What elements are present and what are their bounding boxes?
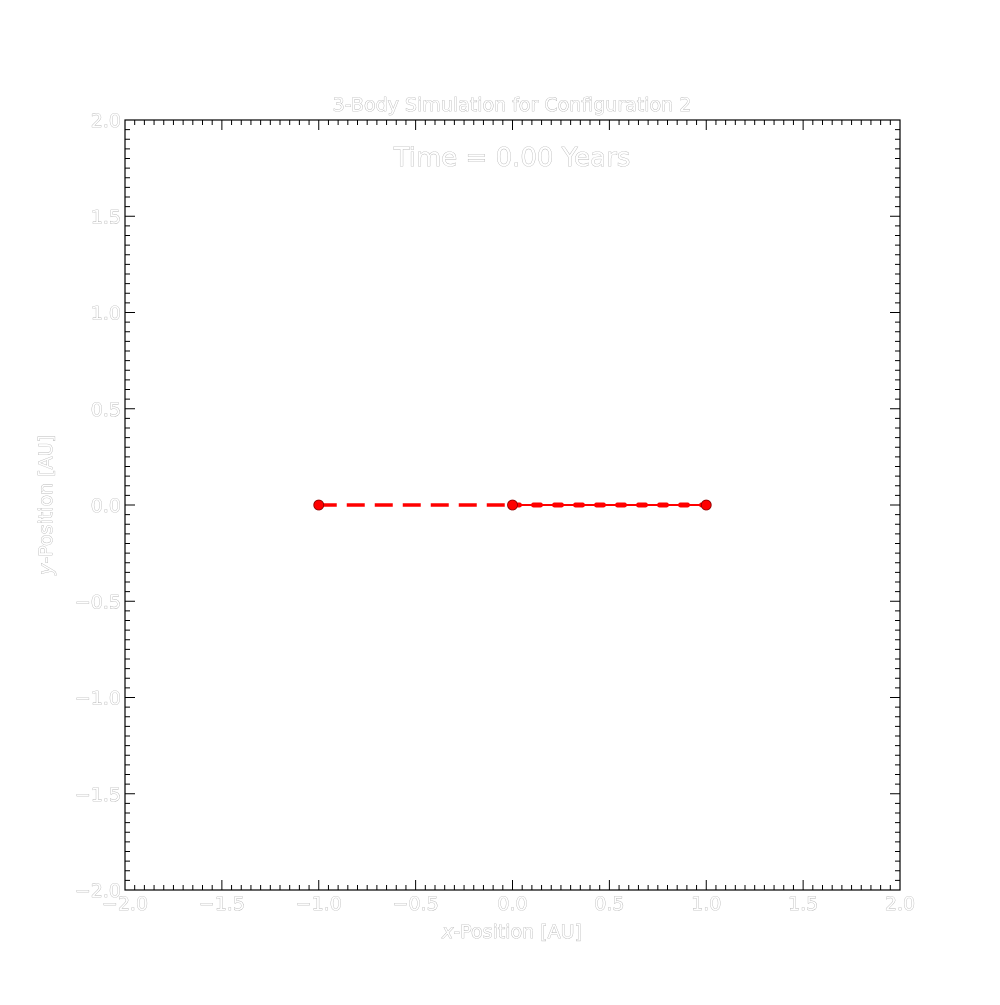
time-annotation: Time = 0.00 Years xyxy=(393,143,631,173)
y-axis-label-variable: y xyxy=(35,563,57,576)
y-tick-label: −0.5 xyxy=(75,591,121,613)
body-marker xyxy=(700,499,712,511)
tick-marks xyxy=(124,119,901,891)
x-axis-label: x-Position [AU] xyxy=(441,921,582,943)
x-axis-label-text: -Position [AU] xyxy=(453,921,582,943)
y-tick-label: 0.0 xyxy=(91,495,121,517)
y-tick-label: 2.0 xyxy=(91,110,121,132)
y-tick-label: 0.5 xyxy=(91,399,121,421)
y-axis-label: y-Position [AU] xyxy=(35,435,57,576)
y-tick-label: 1.5 xyxy=(91,206,121,228)
x-tick-label: 2.0 xyxy=(885,893,915,915)
x-tick-label: 1.0 xyxy=(691,893,721,915)
x-axis-label-variable: x xyxy=(441,921,454,943)
bodies-layer xyxy=(313,499,712,511)
x-tick-label: 0.0 xyxy=(497,893,527,915)
x-tick-label: −0.5 xyxy=(393,893,439,915)
x-tick-label: −1.0 xyxy=(296,893,342,915)
y-tick-label: 1.0 xyxy=(91,303,121,325)
y-tick-label: −1.0 xyxy=(75,688,121,710)
x-tick-label: 0.5 xyxy=(594,893,624,915)
body-marker xyxy=(313,499,325,511)
chart-title: 3-Body Simulation for Configuration 2 xyxy=(333,94,692,116)
y-tick-label: −1.5 xyxy=(75,784,121,806)
x-tick-label: −1.5 xyxy=(199,893,245,915)
y-tick-label: −2.0 xyxy=(75,880,121,902)
x-tick-label: −2.0 xyxy=(102,893,148,915)
body-marker xyxy=(507,499,518,511)
x-tick-label: 1.5 xyxy=(788,893,818,915)
tick-labels: −2.0 −1.5 −1.0 −0.5 0.0 0.5 1.0 1.5 2.0 2.0 1.5 1.0… xyxy=(75,110,916,916)
y-axis-label-text: -Position [AU] xyxy=(35,435,57,564)
